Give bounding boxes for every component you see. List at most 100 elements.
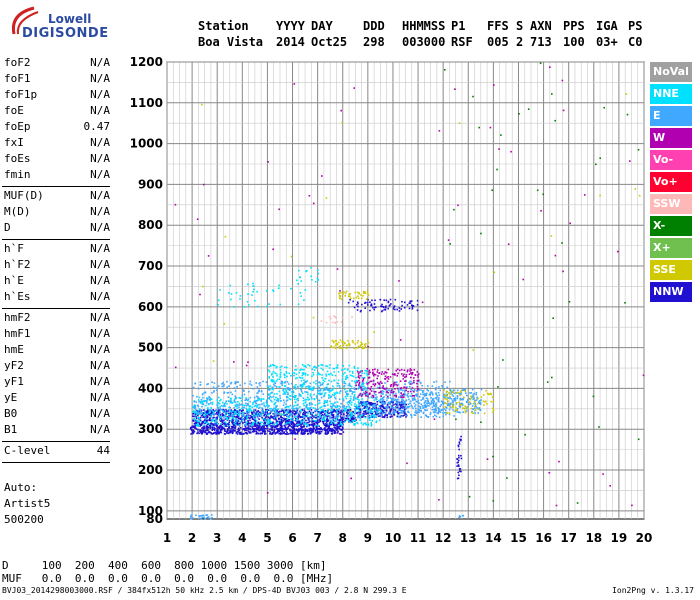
data-point <box>254 409 257 411</box>
data-point <box>392 392 394 395</box>
data-point <box>280 424 282 427</box>
data-point <box>229 430 231 433</box>
data-point <box>385 371 387 374</box>
data-point <box>341 423 344 425</box>
data-point <box>361 376 364 379</box>
data-point <box>384 412 387 414</box>
data-point <box>217 428 219 430</box>
data-point <box>204 411 207 413</box>
data-point <box>385 394 387 396</box>
data-point <box>292 422 294 424</box>
data-point <box>209 518 212 520</box>
data-point <box>363 413 365 415</box>
data-point <box>540 210 542 212</box>
data-point <box>262 425 264 427</box>
data-point <box>211 413 214 416</box>
data-point <box>460 454 462 457</box>
data-point <box>331 389 334 391</box>
data-point <box>274 426 277 429</box>
data-point <box>349 390 351 392</box>
data-point <box>233 398 236 400</box>
data-point <box>276 409 278 412</box>
data-point <box>400 368 403 371</box>
data-point <box>438 386 440 388</box>
data-point <box>411 397 414 400</box>
data-point <box>380 392 383 395</box>
data-point <box>367 345 369 348</box>
data-point <box>370 385 373 388</box>
data-point <box>459 411 461 414</box>
data-point <box>444 394 446 397</box>
data-point <box>323 416 326 419</box>
data-point <box>235 397 238 399</box>
data-point <box>416 385 419 388</box>
data-point <box>283 412 285 414</box>
data-point <box>367 304 369 306</box>
data-point <box>380 405 382 407</box>
data-point <box>366 402 369 404</box>
data-point <box>464 407 466 410</box>
data-point <box>357 345 360 348</box>
data-point <box>319 384 322 387</box>
data-point <box>230 411 233 413</box>
data-point <box>290 429 293 432</box>
legend-item-vo-: Vo- <box>650 150 692 170</box>
data-point <box>296 279 298 282</box>
data-point <box>369 405 371 407</box>
data-point <box>296 414 299 417</box>
data-point <box>252 402 254 404</box>
data-point <box>195 401 197 403</box>
data-point <box>299 411 302 413</box>
data-point <box>334 405 336 408</box>
data-point <box>438 410 441 413</box>
data-point <box>401 300 403 303</box>
x-tick-label: 11 <box>410 531 427 545</box>
data-point <box>399 409 401 411</box>
data-point <box>229 401 232 404</box>
data-point <box>234 418 236 421</box>
data-point <box>327 427 330 430</box>
data-point <box>275 411 278 413</box>
param-row-mufd: MUF(D) N/A <box>2 189 110 205</box>
data-point <box>338 385 341 387</box>
data-point <box>371 412 374 415</box>
data-point <box>210 402 212 404</box>
header-row1-cell: IGA <box>596 19 618 33</box>
data-point <box>486 392 489 395</box>
data-point <box>297 430 299 433</box>
data-point <box>446 412 448 414</box>
data-point <box>402 403 404 406</box>
data-point <box>288 410 291 412</box>
data-point <box>207 516 210 518</box>
data-point <box>294 369 296 371</box>
data-point <box>405 408 407 410</box>
data-point <box>196 410 199 413</box>
data-point <box>285 430 287 432</box>
data-point <box>290 413 292 416</box>
data-point <box>384 306 387 309</box>
data-point <box>278 208 280 211</box>
data-point <box>204 419 206 422</box>
data-point <box>433 408 435 411</box>
data-point <box>339 390 342 392</box>
data-point <box>617 250 619 253</box>
data-point <box>454 410 457 412</box>
data-point <box>341 420 344 422</box>
data-point <box>311 431 313 434</box>
data-point <box>305 398 308 401</box>
data-point <box>344 417 347 420</box>
param-name: C-level <box>4 444 51 457</box>
data-point <box>357 302 359 305</box>
data-point <box>257 403 259 406</box>
data-point <box>200 431 203 433</box>
data-point <box>233 412 235 414</box>
data-point <box>346 405 348 408</box>
data-point <box>301 420 304 423</box>
data-point <box>420 403 422 405</box>
data-point <box>206 414 208 416</box>
data-point <box>212 386 215 388</box>
data-point <box>239 384 241 387</box>
data-point <box>374 391 377 393</box>
data-point <box>299 276 301 279</box>
data-point <box>468 495 471 498</box>
